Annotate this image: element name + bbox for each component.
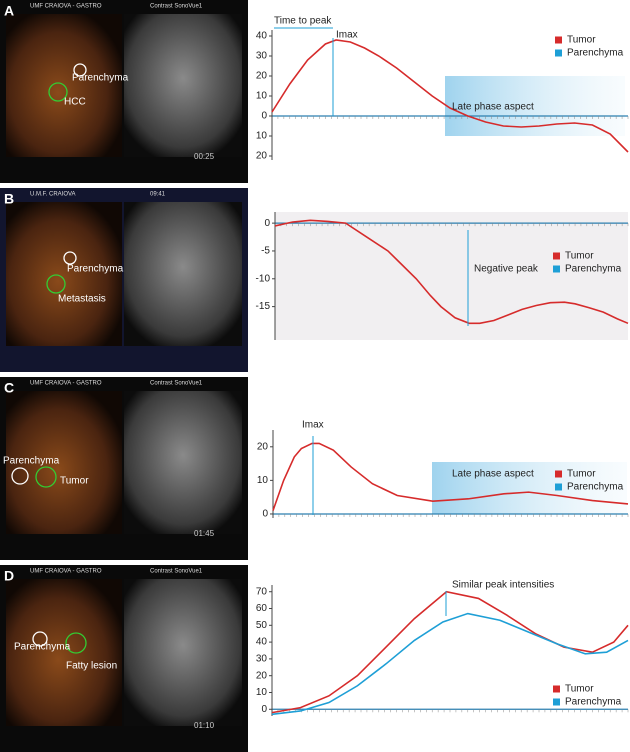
y-tick-label: 30: [256, 654, 268, 665]
legend-swatch: [555, 470, 562, 478]
image-header: Contrast SonoVue1: [150, 569, 203, 575]
annotation: Late phase aspect: [452, 102, 534, 113]
legend-swatch: [555, 36, 562, 44]
panel-label: A: [4, 3, 14, 19]
bmode-image: [124, 14, 242, 157]
series-line: [272, 442, 629, 511]
y-tick-label: -5: [261, 246, 270, 257]
image-header: Contrast SonoVue1: [150, 4, 203, 10]
y-tick-label: 40: [256, 637, 268, 648]
legend-swatch: [553, 265, 560, 273]
legend-label: Parenchyma: [567, 48, 624, 59]
y-tick-label: 0: [264, 218, 270, 229]
legend-label: Tumor: [567, 35, 596, 46]
image-header: UMF CRAIOVA - GASTRO: [30, 569, 102, 575]
line-chart: 0 -5 -10 -15 Tumor Parenchyma Negative peak: [256, 212, 629, 340]
annotation: Late phase aspect: [452, 469, 534, 480]
legend-label: Tumor: [565, 684, 594, 695]
y-tick-label: 20: [256, 670, 268, 681]
legend-swatch: [555, 49, 562, 57]
roi-label: Metastasis: [58, 294, 106, 305]
bmode-image: [124, 391, 242, 534]
legend-label: Tumor: [567, 469, 596, 480]
y-tick-label: 10: [257, 475, 269, 486]
ceus-image: [6, 579, 122, 726]
y-tick-label: -15: [256, 301, 271, 312]
legend-swatch: [553, 252, 560, 260]
series-line: [271, 39, 629, 153]
image-header: UMF CRAIOVA - GASTRO: [30, 381, 102, 387]
roi-circle: [35, 466, 57, 488]
images: UMF CRAIOVA - GASTRO Contrast SonoVue1 Par…: [0, 0, 248, 752]
bmode-image: [124, 202, 242, 346]
annotation: Similar peak intensities: [452, 580, 554, 591]
y-tick-label: 10: [256, 91, 268, 102]
roi-label: Fatty lesion: [66, 661, 117, 672]
y-tick-label: 40: [256, 31, 268, 42]
roi-label: Parenchyma: [67, 264, 124, 275]
timer: 01:10: [194, 721, 215, 730]
late-phase-box: [432, 462, 627, 514]
legend-swatch: [553, 685, 560, 693]
roi-circle: [11, 467, 29, 485]
y-tick-label: 0: [261, 111, 267, 122]
legend-swatch: [555, 483, 562, 491]
image-header: 09:41: [150, 192, 166, 198]
timer: 00:25: [194, 152, 215, 161]
ceus-image: [6, 202, 122, 346]
image-header: Contrast SonoVue1: [150, 381, 203, 387]
roi-circle: [48, 82, 68, 102]
line-chart: 40 30 20 10 0 10 20 Tumor Parenchyma Time to peak…: [256, 16, 629, 162]
y-tick-label: 0: [261, 704, 267, 715]
y-tick-label: 20: [256, 71, 268, 82]
annotation: Imax: [336, 30, 358, 41]
image-header: U.M.F. CRAIOVA: [30, 192, 76, 198]
annotation: Time to peak: [274, 16, 332, 27]
roi-circle: [73, 63, 87, 77]
y-tick-label: 60: [256, 603, 268, 614]
y-tick-label: 30: [256, 51, 268, 62]
y-tick-label: 0: [262, 509, 268, 520]
bmode-image: [124, 579, 242, 726]
panel-label: B: [4, 191, 14, 207]
y-tick-label: 20: [257, 441, 269, 452]
panel-label: C: [4, 380, 14, 396]
roi-circle: [65, 632, 87, 654]
y-tick-label: 20: [256, 151, 268, 162]
line-chart: 0 10 20 30 40 50 60 70 Tumor Parenchyma Similar pe…: [256, 580, 629, 716]
legend-label: Parenchyma: [565, 697, 622, 708]
plot-background: [275, 212, 628, 340]
annotation: Imax: [302, 420, 324, 431]
y-tick-label: 50: [256, 620, 268, 631]
ceus-image: [6, 391, 122, 534]
roi-circle: [32, 631, 48, 647]
legend-label: Parenchyma: [567, 482, 624, 493]
roi-label: Tumor: [60, 476, 89, 487]
series-line: [271, 612, 629, 716]
roi-label: Parenchyma: [14, 642, 71, 653]
roi-circle: [46, 274, 66, 294]
timer: 01:45: [194, 529, 215, 538]
roi-circle: [63, 251, 77, 265]
y-tick-label: 10: [256, 131, 268, 142]
line-chart: 0 10 20 Tumor Parenchyma Imax Late phase aspec…: [257, 420, 629, 520]
roi-label: Parenchyma: [72, 73, 129, 84]
legend-label: Tumor: [565, 251, 594, 262]
legend-label: Parenchyma: [565, 264, 622, 275]
legend-swatch: [553, 698, 560, 706]
y-tick-label: -10: [256, 273, 271, 284]
image-header: UMF CRAIOVA - GASTRO: [30, 4, 102, 10]
panel-label: D: [4, 568, 14, 584]
y-tick-label: 70: [256, 586, 268, 597]
y-tick-label: 10: [256, 687, 268, 698]
series-line: [271, 590, 629, 714]
charts: 40 30 20 10 0 10 20 Tumor Parenchyma Time to peak…: [256, 16, 629, 716]
roi-label: HCC: [64, 97, 86, 108]
annotation: Negative peak: [474, 264, 539, 275]
series-line: [274, 219, 629, 325]
roi-label: Parenchyma: [3, 456, 60, 467]
